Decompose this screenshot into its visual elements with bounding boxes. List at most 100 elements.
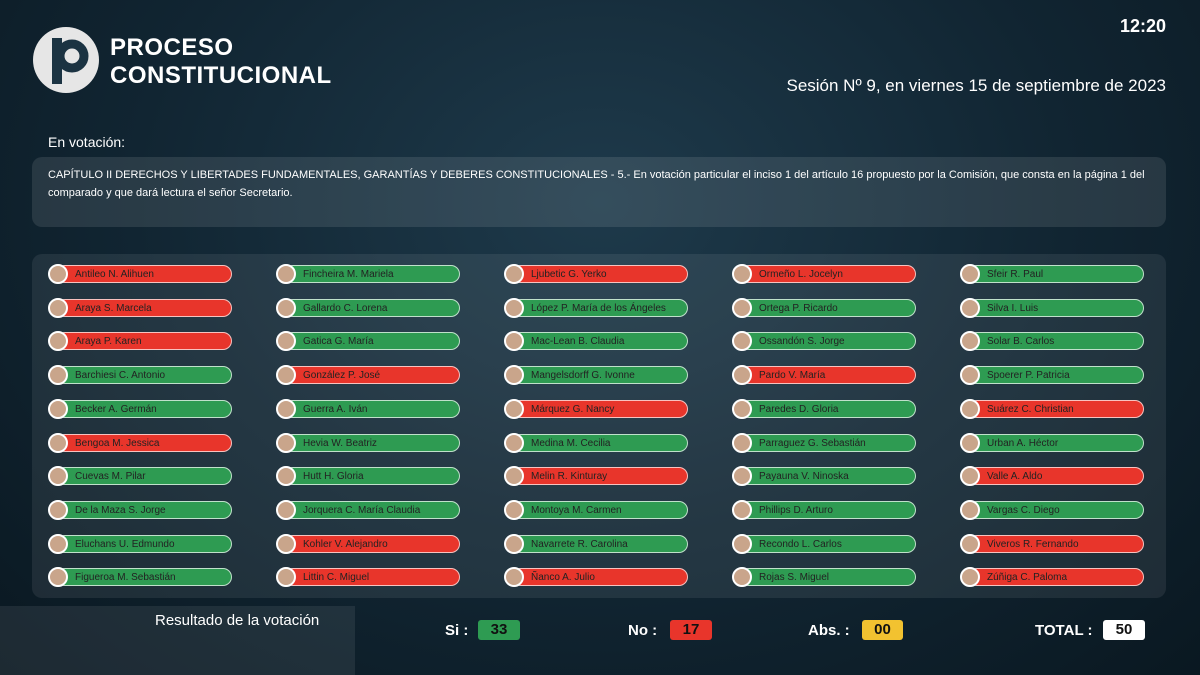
member-vote: Antileo N. Alihuen [56,265,232,283]
member-vote: Eluchans U. Edmundo [56,534,232,553]
member-photo [960,466,980,487]
member-vote: Ortega P. Ricardo [740,298,916,317]
member-photo [48,533,68,554]
member-vote: Gatica G. María [284,332,460,351]
description-box: CAPÍTULO II DERECHOS Y LIBERTADES FUNDAM… [32,157,1166,227]
member-photo [960,297,980,318]
member-vote: Payauna V. Ninoska [740,467,916,486]
member-photo [504,398,524,419]
member-photo [732,365,752,386]
member-vote: Viveros R. Fernando [968,534,1144,553]
member-photo [504,365,524,386]
member-vote: Silva I. Luis [968,298,1144,317]
member-photo [276,432,296,453]
member-photo [732,567,752,588]
member-photo [732,331,752,352]
member-photo [276,264,296,284]
member-photo [504,331,524,352]
member-photo [276,297,296,318]
member-vote: Littin C. Miguel [284,568,460,587]
member-vote: Ormeño L. Jocelyn [740,265,916,283]
member-vote: Phillips D. Arturo [740,500,916,519]
result-title: Resultado de la votación [155,612,320,629]
member-photo [504,499,524,520]
member-vote: González P. José [284,366,460,385]
member-photo [276,533,296,554]
member-photo [48,398,68,419]
member-photo [732,398,752,419]
result-count: 00 [862,620,903,640]
member-photo [504,466,524,487]
result-label: No : [628,622,658,639]
member-vote: Parraguez G. Sebastián [740,433,916,452]
member-vote: Becker A. Germán [56,399,232,418]
member-vote: De la Maza S. Jorge [56,500,232,519]
member-vote: Solar B. Carlos [968,332,1144,351]
member-photo [276,365,296,386]
member-vote: Zúñiga C. Paloma [968,568,1144,587]
member-photo [48,499,68,520]
logo-text: CONSTITUCIONAL [110,62,332,89]
member-vote: Vargas C. Diego [968,500,1144,519]
member-photo [48,567,68,588]
description: CAPÍTULO II DERECHOS Y LIBERTADES FUNDAM… [48,169,1145,199]
member-photo [960,499,980,520]
result-count: 17 [670,620,712,640]
member-photo [732,264,752,284]
member-vote: Guerra A. Iván [284,399,460,418]
member-photo [732,466,752,487]
member-vote: Barchiesi C. Antonio [56,366,232,385]
member-vote: Melin R. Kinturay [512,467,688,486]
result-count: 50 [1103,620,1145,640]
result-label: TOTAL : [1035,622,1093,639]
member-vote: Cuevas M. Pilar [56,467,232,486]
member-vote: Recondo L. Carlos [740,534,916,553]
member-photo [276,398,296,419]
member-vote: Suárez C. Christian [968,399,1144,418]
member-photo [276,567,296,588]
member-vote: Medina M. Cecilia [512,433,688,452]
member-vote: Hevia W. Beatriz [284,433,460,452]
member-photo [960,533,980,554]
member-photo [732,499,752,520]
member-vote: Pardo V. María [740,366,916,385]
member-vote: Jorquera C. María Claudia [284,500,460,519]
logo-text: PROCESO [110,34,234,61]
member-vote: Figueroa M. Sebastián [56,568,232,587]
member-vote: Valle A. Aldo [968,467,1144,486]
member-vote: Urban A. Héctor [968,433,1144,452]
member-vote: Bengoa M. Jessica [56,433,232,452]
member-vote: Ossandón S. Jorge [740,332,916,351]
member-photo [48,331,68,352]
member-vote: Paredes D. Gloria [740,399,916,418]
member-photo [960,365,980,386]
member-vote: Kohler V. Alejandro [284,534,460,553]
member-vote: Rojas S. Miguel [740,568,916,587]
session: Sesión Nº 9, en viernes 15 de septiembre… [786,76,1166,95]
member-photo [276,466,296,487]
member-vote: López P. María de los Ángeles [512,298,688,317]
result-label: Abs. : [808,622,850,639]
member-photo [732,297,752,318]
member-vote: Hutt H. Gloria [284,467,460,486]
member-photo [504,567,524,588]
member-photo [504,533,524,554]
member-vote: Márquez G. Nancy [512,399,688,418]
member-vote: Araya P. Karen [56,332,232,351]
member-photo [504,264,524,284]
member-photo [48,365,68,386]
member-photo [48,297,68,318]
clock: 12:20 [1119,16,1166,36]
member-photo [48,264,68,284]
member-photo [504,432,524,453]
member-vote: Mangelsdorff G. Ivonne [512,366,688,385]
member-photo [732,533,752,554]
member-photo [504,297,524,318]
member-photo [48,466,68,487]
member-photo [960,567,980,588]
voting-label: En votación: [48,134,126,150]
member-vote: Fincheira M. Mariela [284,265,460,283]
member-photo [960,432,980,453]
member-vote: Gallardo C. Lorena [284,298,460,317]
